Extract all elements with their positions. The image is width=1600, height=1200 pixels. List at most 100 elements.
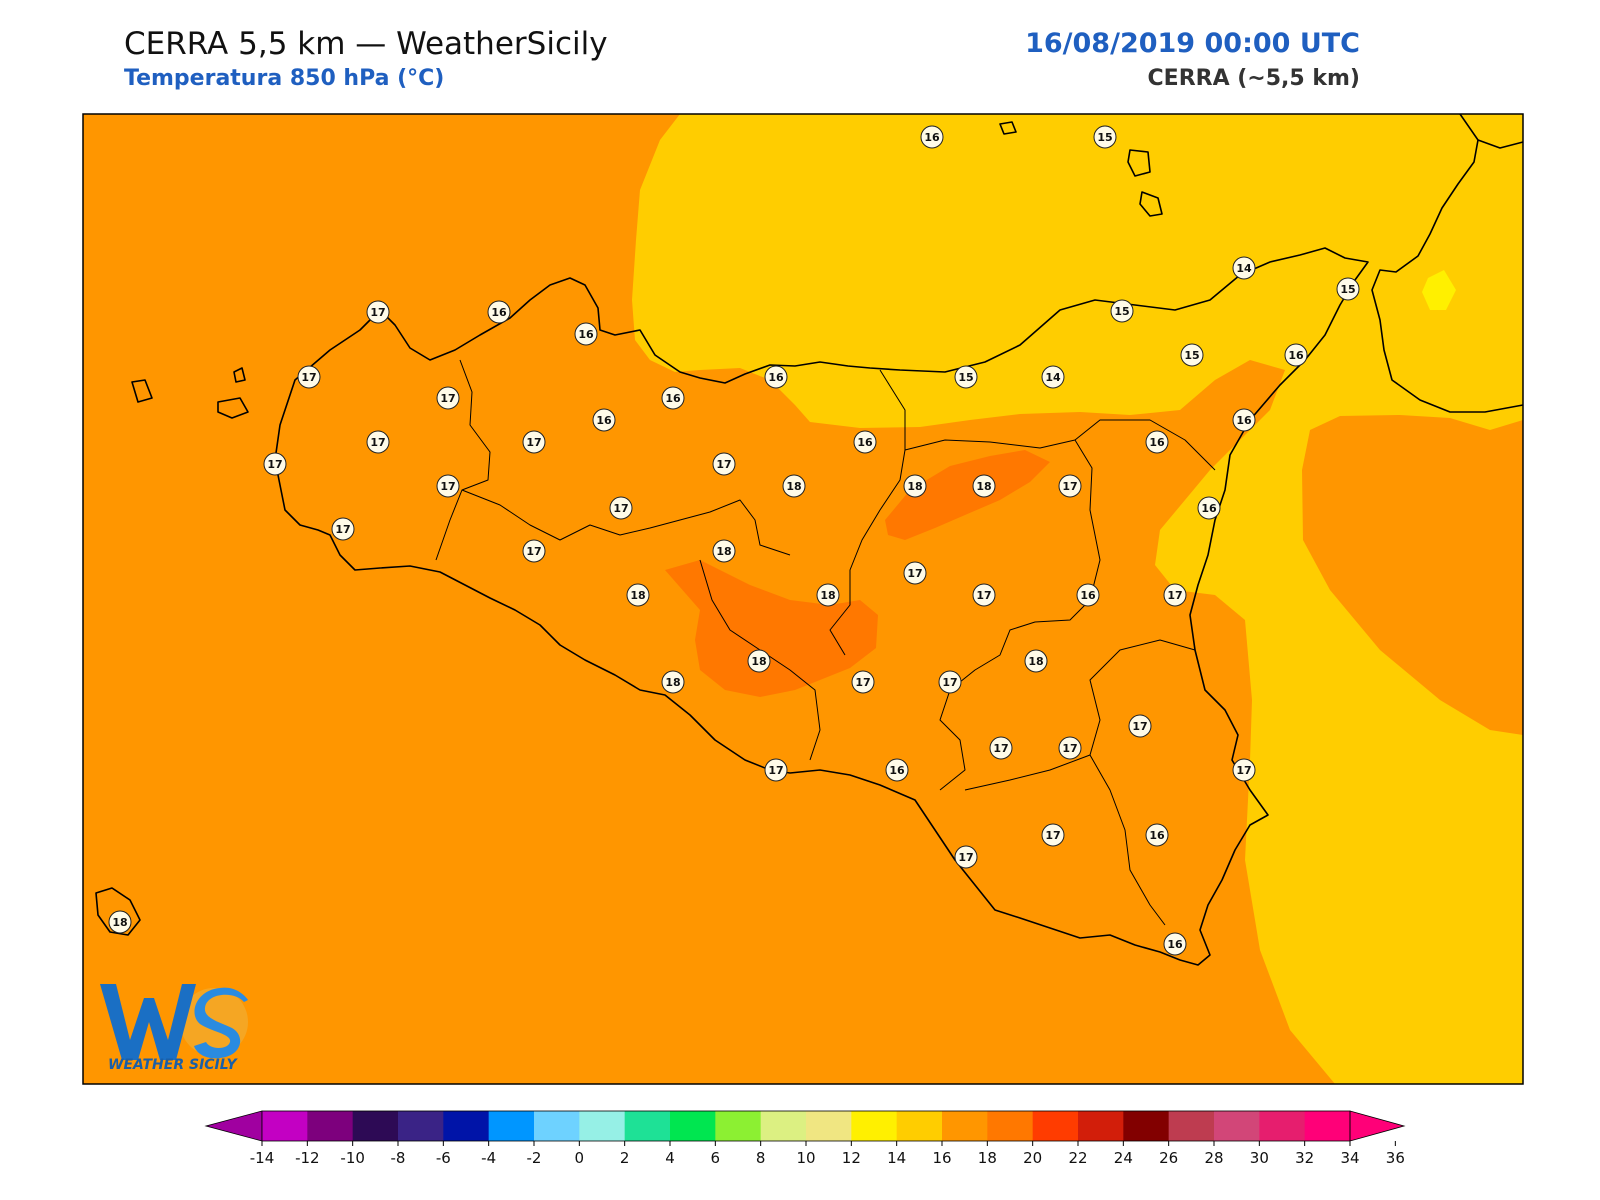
station-value: 17 [942,676,957,689]
station-value: 16 [1236,414,1252,427]
station-marker: 17 [1128,714,1152,738]
station-circle [1128,714,1152,738]
station-circle [297,365,321,389]
station-marker: 17 [954,845,978,869]
marettimo-island [131,379,153,403]
station-value: 16 [1167,938,1183,951]
station-circle [108,910,132,934]
station-value: 17 [370,306,385,319]
calabria-coast [1371,113,1524,413]
station-marker: 18 [712,539,736,563]
station-marker: 16 [1145,430,1169,454]
sicily-coast [274,247,1369,966]
station-marker: 16 [1232,408,1256,432]
station-value: 15 [1097,131,1112,144]
station-circle [1110,299,1134,323]
station-marker: 17 [938,670,962,694]
station-circle [1197,496,1221,520]
border-palermo-messina [829,369,906,656]
colorbar-swatch [579,1111,626,1141]
station-value: 18 [751,655,766,668]
station-marker: 18 [626,583,650,607]
station-value: 17 [370,436,385,449]
station-circle [609,496,633,520]
station-value: 17 [1062,480,1077,493]
station-value: 15 [958,371,973,384]
station-circle [1041,365,1065,389]
colorbar-swatch [806,1111,852,1141]
colorbar-over-arrow [1349,1110,1406,1142]
colorbar-tick-label: 24 [1114,1149,1133,1167]
colorbar-tick-label: 28 [1204,1149,1223,1167]
station-circle [954,845,978,869]
station-circle [712,539,736,563]
colorbar-tick-label: 16 [932,1149,951,1167]
station-marker: 17 [1058,474,1082,498]
station-value: 14 [1045,371,1061,384]
station-circle [1093,125,1117,149]
station-marker: 17 [903,561,927,585]
station-marker: 14 [1232,256,1256,280]
station-marker: 16 [853,430,877,454]
station-circle [782,474,806,498]
station-circle [1163,932,1187,956]
station-circle [1024,649,1048,673]
lipari-island [1127,149,1151,177]
colorbar-tick-label: -12 [295,1149,320,1167]
colorbar-tick-label: -8 [391,1149,406,1167]
station-marker: 16 [487,300,511,324]
colorbar-swatch [534,1111,580,1141]
station-marker: 16 [1197,496,1221,520]
station-marker: 15 [1093,125,1117,149]
station-marker: 17 [1058,736,1082,760]
station-value: 17 [1236,764,1251,777]
border-catania-siracusa [1089,639,1196,756]
station-circle [885,758,909,782]
station-value: 16 [491,306,507,319]
station-marker: 15 [954,365,978,389]
border-ragusa-siracusa [964,754,1166,926]
colorbar-tick-label: 30 [1250,1149,1269,1167]
colorbar: -14 -12 -10 -8 -6 -4 -2 0 2 4 6 8 10 12 14 16 18 20 22 24 26… [204,1110,1406,1167]
colorbar-tick-label: -4 [481,1149,496,1167]
station-circle [1145,823,1169,847]
station-circle [851,670,875,694]
station-circle [592,408,616,432]
station-value: 18 [820,589,835,602]
station-circle [263,452,287,476]
colorbar-swatch [1214,1111,1260,1141]
station-value: 15 [1340,283,1355,296]
station-labels: 16 15 14 15 17 16 16 17 17 16 16 15 14 15 15 16 17 17 17 16… [108,125,1360,956]
station-circle [436,474,460,498]
station-circle [366,300,390,324]
station-value: 18 [630,589,645,602]
station-circle [920,125,944,149]
station-circle [712,452,736,476]
station-value: 17 [1045,829,1060,842]
map-frame [82,113,1524,1085]
colorbar-tick-label: 0 [575,1149,585,1167]
station-value: 16 [596,414,612,427]
station-value: 15 [1114,305,1129,318]
station-marker: 16 [764,365,788,389]
station-circle [853,430,877,454]
station-circle [522,539,546,563]
station-value: 16 [665,392,681,405]
station-marker: 17 [1232,758,1256,782]
station-circle [366,430,390,454]
colorbar-tick-label: 14 [887,1149,906,1167]
station-value: 18 [1028,655,1043,668]
station-circle [1076,583,1100,607]
colorbar-tick-label: -2 [527,1149,542,1167]
station-marker: 17 [436,474,460,498]
station-value: 16 [1288,349,1304,362]
station-value: 17 [1062,742,1077,755]
temperature-field [83,114,1523,1084]
station-value: 17 [301,371,316,384]
station-circle [972,583,996,607]
station-marker: 16 [592,408,616,432]
station-value: 17 [440,392,455,405]
station-marker: 17 [436,386,460,410]
border-trapani-palermo [435,359,491,561]
colorbar-swatch [896,1111,943,1141]
